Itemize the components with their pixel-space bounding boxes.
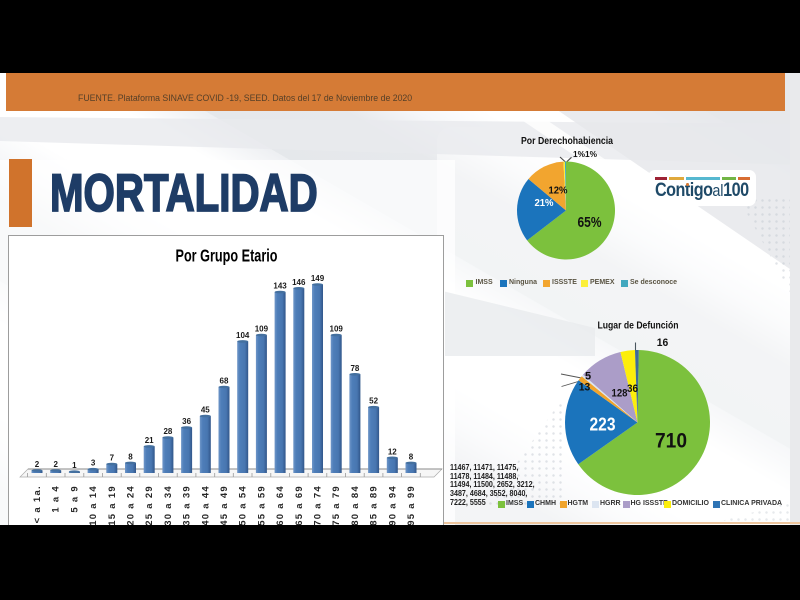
svg-text:< a 1a.: < a 1a.	[32, 485, 43, 523]
svg-text:95 a 99: 95 a 99	[406, 485, 417, 525]
svg-text:60 a 64: 60 a 64	[275, 485, 286, 525]
svg-text:50 a 54: 50 a 54	[238, 485, 249, 525]
svg-text:13: 13	[579, 382, 591, 394]
svg-text:Por Derechohabiencia: Por Derechohabiencia	[521, 136, 613, 147]
svg-text:1 a 4: 1 a 4	[51, 485, 62, 513]
svg-text:1: 1	[72, 461, 77, 470]
svg-text:21: 21	[145, 436, 154, 445]
svg-text:45: 45	[201, 406, 210, 415]
svg-text:20 a 24: 20 a 24	[126, 485, 137, 525]
svg-text:Lugar de Defunción: Lugar de Defunción	[598, 321, 679, 332]
svg-text:8: 8	[128, 452, 133, 461]
svg-text:55 a 59: 55 a 59	[256, 485, 267, 525]
svg-text:90 a 94: 90 a 94	[387, 485, 398, 525]
svg-text:146: 146	[292, 278, 306, 287]
svg-text:3: 3	[91, 459, 96, 468]
svg-text:16: 16	[657, 337, 669, 349]
svg-text:143: 143	[273, 282, 287, 291]
svg-text:109: 109	[255, 325, 269, 334]
svg-text:65%: 65%	[578, 214, 602, 231]
svg-text:1%1%: 1%1%	[573, 149, 597, 159]
svg-text:5: 5	[585, 371, 591, 383]
svg-text:85 a 89: 85 a 89	[369, 485, 380, 525]
svg-text:149: 149	[311, 274, 325, 283]
svg-text:30 a 34: 30 a 34	[163, 485, 174, 525]
svg-text:2: 2	[35, 460, 40, 469]
svg-text:52: 52	[369, 397, 378, 406]
svg-text:128: 128	[612, 388, 628, 400]
svg-text:7: 7	[110, 454, 115, 463]
svg-text:12%: 12%	[549, 185, 569, 197]
svg-text:65 a 69: 65 a 69	[294, 485, 305, 525]
svg-text:45 a 49: 45 a 49	[219, 485, 230, 525]
svg-text:70 a 74: 70 a 74	[313, 485, 324, 525]
svg-text:40 a 44: 40 a 44	[200, 485, 211, 525]
svg-text:Por Grupo Etario: Por Grupo Etario	[176, 246, 278, 266]
svg-text:36: 36	[182, 417, 191, 426]
svg-text:25 a 29: 25 a 29	[144, 485, 155, 525]
svg-text:68: 68	[220, 377, 229, 386]
svg-text:104: 104	[236, 331, 250, 340]
svg-text:223: 223	[590, 414, 616, 435]
svg-text:710: 710	[655, 429, 687, 453]
svg-text:78: 78	[350, 364, 359, 373]
svg-text:36: 36	[627, 383, 638, 395]
svg-text:35 a 39: 35 a 39	[182, 485, 193, 525]
svg-text:21%: 21%	[535, 197, 555, 209]
svg-text:10 a 14: 10 a 14	[88, 485, 99, 525]
svg-text:2: 2	[53, 460, 58, 469]
svg-text:12: 12	[388, 447, 397, 456]
svg-text:80 a 84: 80 a 84	[350, 485, 361, 525]
svg-text:5 a 9: 5 a 9	[69, 485, 80, 513]
svg-text:75 a 79: 75 a 79	[331, 485, 342, 525]
svg-text:8: 8	[409, 452, 414, 461]
svg-text:28: 28	[163, 427, 172, 436]
svg-text:15 a 19: 15 a 19	[107, 485, 118, 525]
svg-text:109: 109	[330, 325, 344, 334]
